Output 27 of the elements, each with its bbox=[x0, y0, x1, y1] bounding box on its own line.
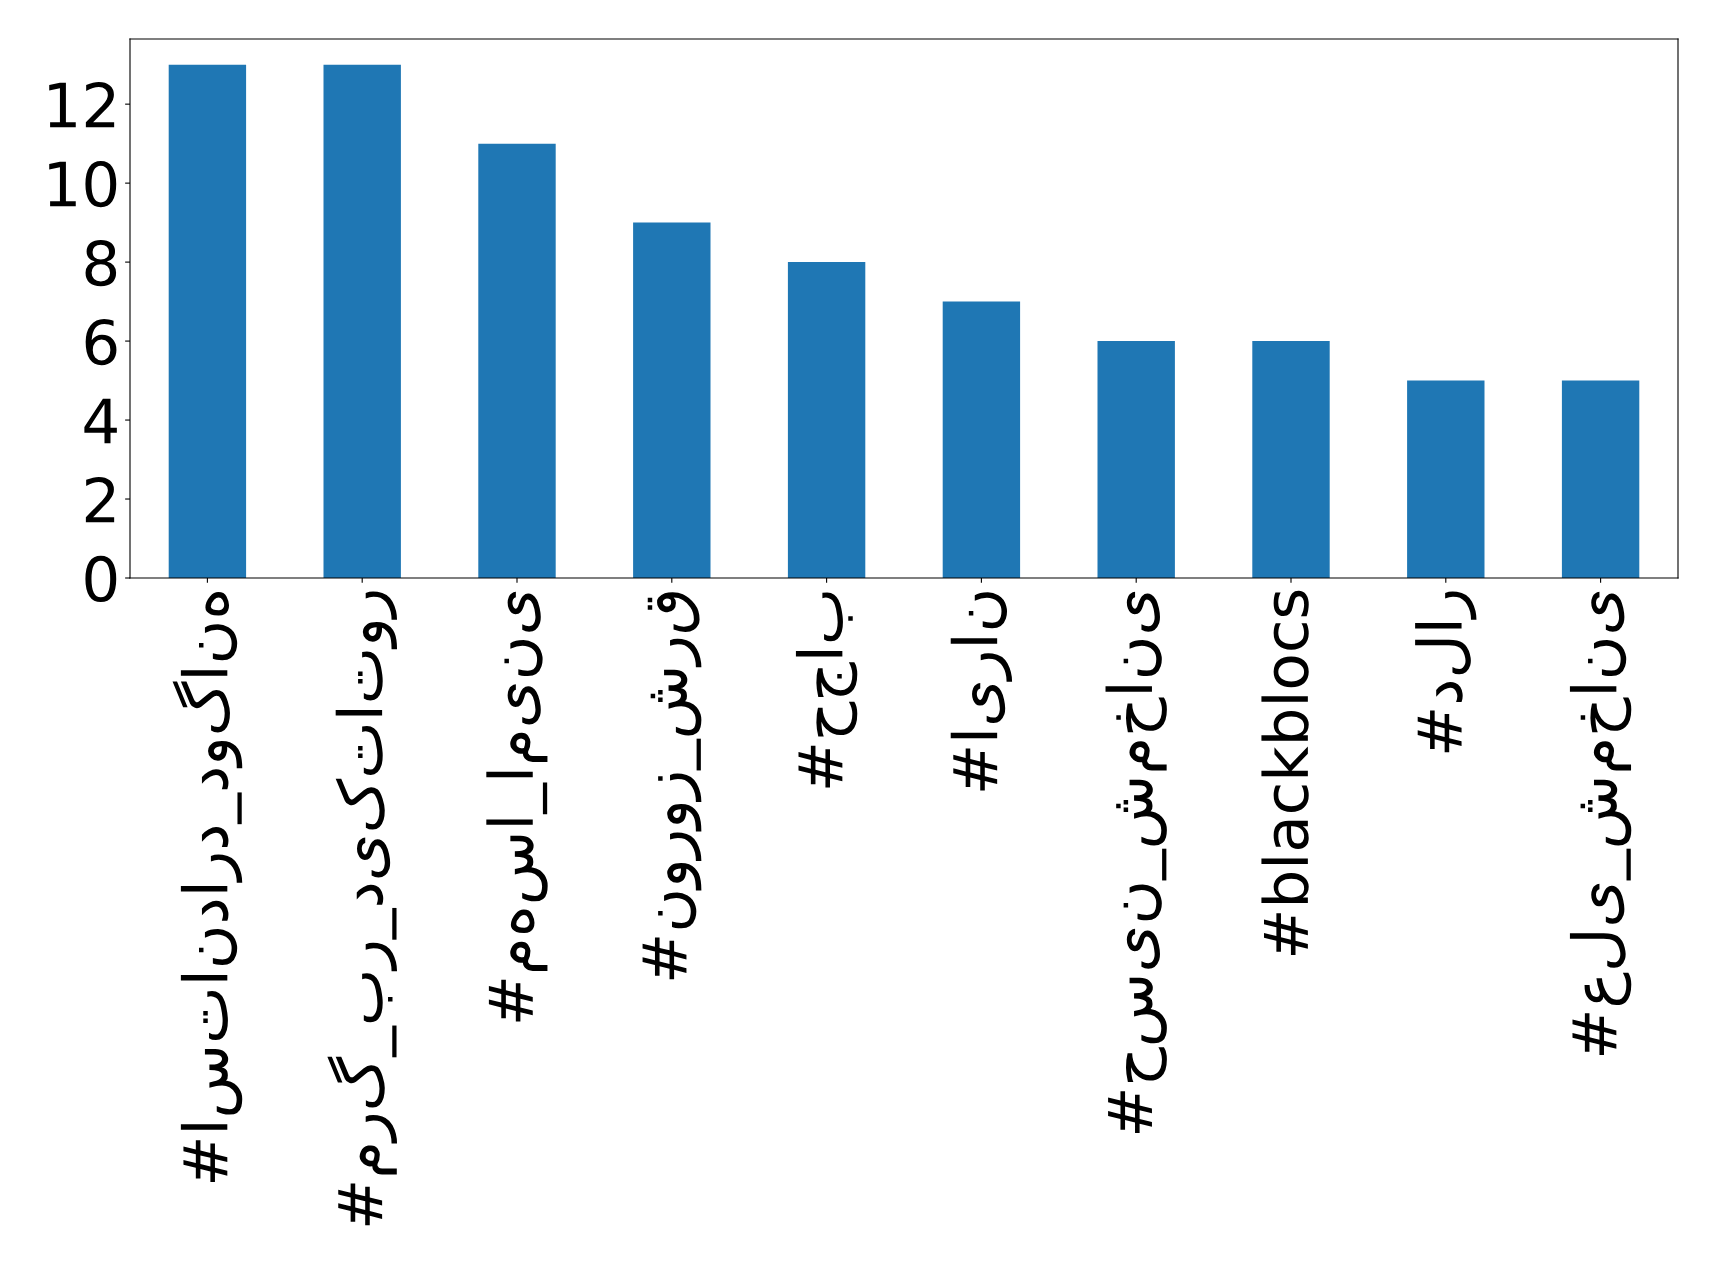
y-tick-label: 8 bbox=[85, 239, 117, 287]
bar bbox=[168, 64, 247, 578]
x-tick-label: #استاندارد_دوگانه bbox=[172, 592, 243, 1182]
bar bbox=[323, 64, 401, 578]
x-tick-label: #علی_شمخانی bbox=[1569, 591, 1632, 1056]
x-tick-label: #حسین_شمخانی bbox=[1105, 591, 1167, 1134]
bar bbox=[633, 222, 711, 578]
x-tick-label: #blackblocs bbox=[1261, 590, 1309, 956]
y-tick-label: 10 bbox=[49, 160, 117, 208]
bar bbox=[1407, 380, 1485, 578]
y-tick-label: 0 bbox=[85, 555, 117, 603]
x-tick-label: #نوروز_شرق bbox=[642, 592, 702, 980]
bar bbox=[787, 262, 866, 578]
bar bbox=[1097, 341, 1175, 578]
y-tick-label: 4 bbox=[84, 398, 117, 444]
y-tick-label: 6 bbox=[85, 318, 117, 366]
x-tick-label: #دلار bbox=[1415, 591, 1477, 753]
y-tick-label: 12 bbox=[49, 82, 115, 128]
bar bbox=[1561, 380, 1640, 578]
x-tick-label: #ایران bbox=[950, 592, 1013, 791]
bar bbox=[478, 143, 556, 578]
y-tick-label: 2 bbox=[85, 476, 115, 523]
x-tick-label: #حجاب bbox=[795, 592, 858, 788]
bar bbox=[942, 301, 1021, 578]
bar bbox=[1252, 341, 1330, 578]
x-tick-label: #مرگ_بر_دیکتاتور bbox=[327, 591, 398, 1226]
x-tick-label: #مهسا_امینی bbox=[486, 591, 548, 1022]
